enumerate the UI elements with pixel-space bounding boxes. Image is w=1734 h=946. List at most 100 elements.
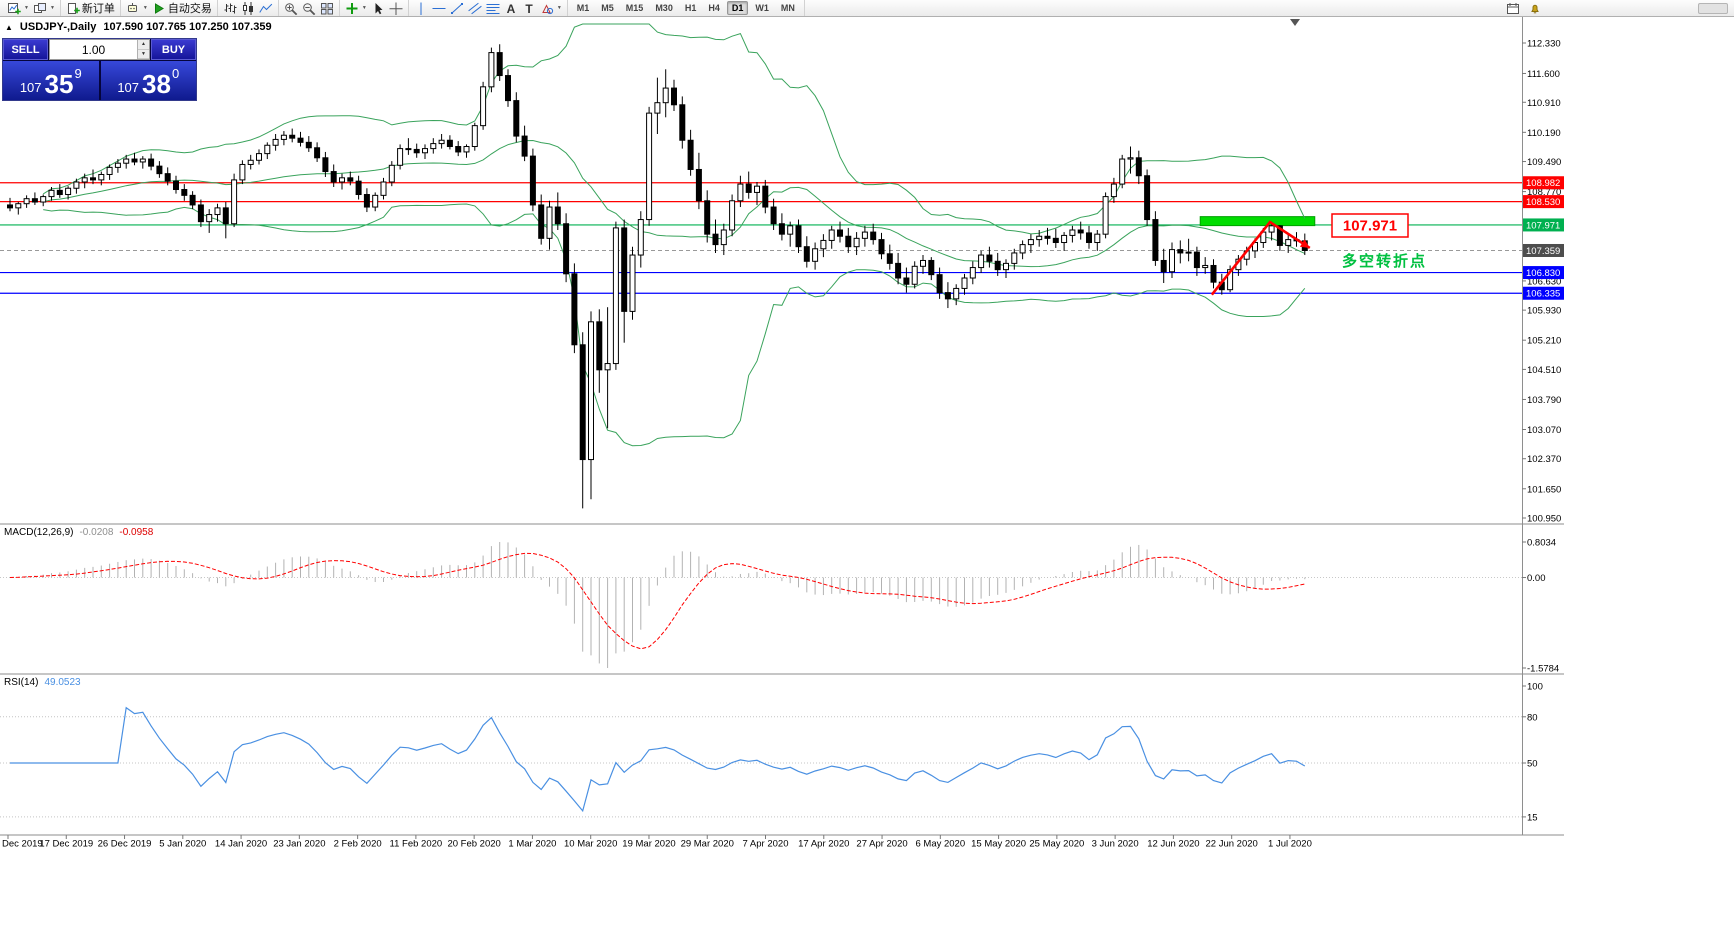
bar-chart-icon[interactable] [221,2,239,15]
svg-text:25 May 2020: 25 May 2020 [1029,839,1084,850]
candles-layer [7,44,1308,509]
symbol-ohlc: 107.590 107.765 107.250 107.359 [103,21,272,33]
cascade-glyph [33,2,46,13]
volume-field[interactable]: 1.00 ▲ ▼ [49,39,150,60]
toolbar-grip[interactable] [1698,2,1728,14]
trendline-icon[interactable] [448,2,466,15]
svg-text:27 Apr 2020: 27 Apr 2020 [856,839,907,850]
svg-text:100.950: 100.950 [1527,513,1561,524]
macd-value-signal: -0.0958 [119,527,154,538]
new-chart-icon[interactable]: ▼ [5,2,31,15]
zoom-out-icon[interactable] [300,2,318,15]
timeframe-d1-button[interactable]: D1 [726,1,749,15]
timeframe-w1-button[interactable]: W1 [755,3,769,13]
timeframe-mn-button[interactable]: MN [780,3,795,13]
arrows-icon[interactable]: ▼ [538,2,564,15]
macd-pane: 0.8034 0.00 -1.5784 [0,538,1559,675]
rsi-name: RSI(14) [4,677,39,688]
rsi-value: 49.0523 [44,677,81,688]
buy-button[interactable]: BUY [151,39,196,60]
symbol-marker-icon: ▲ [5,22,13,32]
equidistant-channel-icon[interactable] [466,2,484,15]
toolbar-right [1504,2,1732,15]
rsi-pane: 100 80 50 15 [0,682,1543,823]
chart-profiles-icon[interactable]: ▼ [31,2,57,15]
svg-text:105.930: 105.930 [1527,306,1561,317]
volume-value[interactable]: 1.00 [81,42,106,57]
volume-down-icon[interactable]: ▼ [138,49,149,59]
volume-spinner[interactable]: ▲ ▼ [137,40,149,59]
alerts-icon[interactable] [1526,2,1544,15]
chart-area[interactable]: 0.8034 0.00 -1.5784 100 80 50 15 112.330 111.600… [0,17,1734,946]
text-label-icon[interactable]: T [520,2,538,15]
dropdown-caret-icon[interactable]: ▼ [361,5,367,11]
horizontal-line-icon[interactable] [430,2,448,15]
sell-price[interactable]: 107 35 9 [3,61,99,100]
one-click-trading-panel: SELL 1.00 ▲ ▼ BUY 107 35 9 107 38 0 [2,38,197,101]
dropdown-caret-icon[interactable]: ▼ [556,5,562,11]
ea-glyph [127,2,137,12]
timeframe-m30-button[interactable]: M30 [655,3,673,13]
candlestick-chart-icon[interactable] [239,1,257,15]
timeframe-h1-button[interactable]: H1 [684,3,697,13]
timeframe-h4-button[interactable]: H4 [708,3,720,13]
dropdown-caret-icon[interactable]: ▼ [49,5,55,11]
autotrade-button-label: 自动交易 [167,3,212,15]
pane-separators [0,17,1564,836]
timeframe-m1-button[interactable]: M1 [576,3,590,13]
vertical-line-icon[interactable] [412,2,430,15]
annotations[interactable]: 107.971 多空转折点 [1210,19,1427,296]
macd-value-main: -0.0208 [79,527,114,538]
svg-text:0.8034: 0.8034 [1527,538,1556,549]
svg-text:6 May 2020: 6 May 2020 [915,839,965,850]
text-icon[interactable]: A [502,2,520,15]
chart-plus-glyph [8,2,21,14]
buy-price-prefix: 107 [117,80,140,95]
doc-plus-glyph [67,2,80,14]
rsi-indicator-label: RSI(14) 49.0523 [4,677,81,688]
tile-glyph [320,2,333,14]
zoom-in-icon[interactable] [282,2,300,15]
dropdown-caret-icon[interactable]: ▼ [142,5,148,11]
expert-advisors-icon[interactable]: ▼ [124,2,150,15]
sell-price-big: 35 [44,69,74,99]
timeframe-m15-button[interactable]: M15 [625,3,644,13]
symbol-header: ▲ USDJPY-,Daily 107.590 107.765 107.250 … [5,21,272,33]
svg-text:10 Mar 2020: 10 Mar 2020 [564,839,617,850]
svg-text:22 Jun 2020: 22 Jun 2020 [1206,839,1258,850]
crosshair-icon[interactable] [387,2,405,15]
bollinger-bands [42,23,1306,447]
fibo-glyph [486,3,500,14]
svg-text:105.210: 105.210 [1527,336,1561,347]
shapes-glyph [542,3,553,14]
svg-text:106.630: 106.630 [1527,276,1561,287]
dropdown-caret-icon[interactable]: ▼ [24,5,29,11]
autotrade-button[interactable]: 自动交易 [150,0,214,16]
tile-windows-icon[interactable] [318,2,336,15]
macd-name: MACD(12,26,9) [4,527,74,538]
svg-text:1 Jul 2020: 1 Jul 2020 [1268,839,1312,850]
hline-glyph [432,7,446,9]
textT-glyph: T [525,2,533,15]
svg-text:108.530: 108.530 [1526,197,1560,208]
timeframe-m5-button[interactable]: M5 [601,3,614,13]
timeframe-toolbar: M1 M5 M15 M30 H1 H4 D1 W1 MN [568,0,805,16]
fibonacci-icon[interactable] [484,2,502,15]
buy-price-big: 38 [142,69,171,99]
svg-text:107.971: 107.971 [1526,220,1560,231]
supply-zone-rect[interactable] [1199,216,1316,227]
new-order-icon[interactable]: 新订单 [64,0,117,16]
textA-glyph: A [506,2,515,15]
volume-up-icon[interactable]: ▲ [138,40,149,50]
sell-button[interactable]: SELL [3,39,48,60]
indicators-icon[interactable]: ▼ [343,2,369,15]
buy-price-sup: 0 [171,66,180,81]
cursor-icon[interactable] [369,2,387,15]
line-chart-icon[interactable] [257,2,275,15]
svg-text:108.770: 108.770 [1527,187,1561,198]
price-axis[interactable]: 112.330 111.600 110.910 110.190 109.490 108.7… [1522,39,1564,525]
calendar-icon[interactable] [1504,2,1522,15]
buy-price[interactable]: 107 38 0 [100,61,196,100]
crosshair-glyph [389,2,403,15]
